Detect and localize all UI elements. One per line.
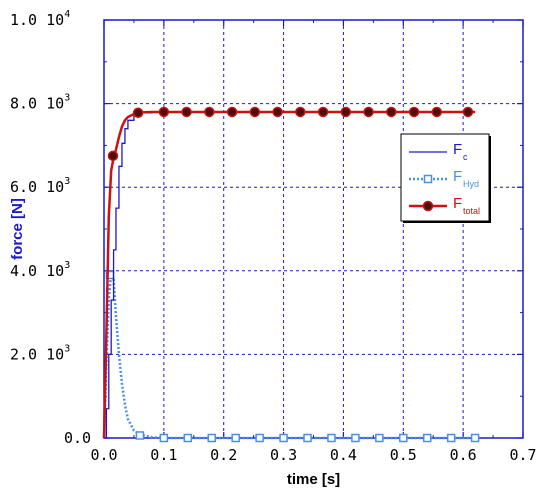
data-point-hyd bbox=[422, 433, 432, 443]
data-point-total bbox=[408, 106, 420, 118]
data-point-hyd bbox=[470, 433, 480, 443]
data-point-total bbox=[431, 106, 443, 118]
x-tick-label: 0.2 bbox=[210, 446, 237, 464]
data-point-total bbox=[272, 106, 283, 118]
data-point-hyd bbox=[231, 433, 240, 443]
x-tick-label: 0.6 bbox=[450, 446, 477, 464]
data-point-hyd bbox=[279, 433, 288, 443]
series-line-total bbox=[102, 110, 476, 439]
x-tick-label: 0.5 bbox=[390, 446, 417, 464]
legend-label-hyd: F bbox=[453, 168, 462, 185]
data-point-total bbox=[158, 106, 170, 118]
series-layer bbox=[102, 106, 480, 443]
data-point-hyd bbox=[135, 431, 145, 440]
data-point-hyd bbox=[351, 433, 360, 443]
y-tick-label: 1.0 104 bbox=[10, 9, 70, 29]
data-point-total bbox=[386, 106, 397, 118]
data-point-hyd bbox=[207, 433, 216, 443]
data-point-total bbox=[181, 106, 192, 118]
legend-sub-total: total bbox=[463, 206, 480, 216]
series-hyd bbox=[102, 270, 480, 443]
data-point-hyd bbox=[399, 433, 408, 443]
legend-marker-total bbox=[422, 200, 434, 212]
x-tick-label: 0.3 bbox=[270, 446, 297, 464]
grid bbox=[104, 20, 523, 438]
y-axis-title: force [N] bbox=[9, 198, 26, 260]
data-point-total bbox=[132, 107, 144, 119]
data-point-hyd bbox=[375, 433, 384, 443]
legend-label-total: F bbox=[453, 195, 462, 212]
x-tick-label: 0.0 bbox=[90, 446, 117, 464]
legend-sub-c: c bbox=[463, 152, 468, 162]
data-point-total bbox=[295, 106, 306, 118]
y-tick-label: 8.0 103 bbox=[10, 93, 70, 113]
y-tick-label: 6.0 103 bbox=[10, 176, 70, 196]
data-point-hyd bbox=[446, 433, 456, 443]
legend-sub-hyd: Hyd bbox=[463, 179, 479, 189]
data-point-total bbox=[462, 106, 474, 118]
data-point-total bbox=[107, 150, 119, 162]
data-point-total bbox=[226, 106, 238, 118]
y-tick-label: 4.0 103 bbox=[10, 260, 70, 280]
x-tick-label: 0.7 bbox=[509, 446, 536, 464]
plot-frame bbox=[103, 19, 524, 439]
data-point-hyd bbox=[183, 433, 193, 443]
data-point-total bbox=[363, 106, 374, 118]
data-point-total bbox=[340, 106, 352, 118]
y-tick-label: 2.0 103 bbox=[10, 343, 70, 363]
data-point-total bbox=[317, 106, 329, 118]
y-tick-label: 0.0 bbox=[64, 429, 91, 447]
data-point-hyd bbox=[303, 433, 312, 443]
legend-marker-hyd bbox=[423, 174, 433, 184]
series-total bbox=[102, 106, 476, 439]
data-point-total bbox=[249, 106, 261, 118]
data-point-hyd bbox=[327, 433, 336, 443]
data-point-hyd bbox=[255, 433, 264, 443]
data-point-hyd bbox=[159, 433, 169, 443]
x-axis-title: time [s] bbox=[287, 471, 340, 488]
data-point-total bbox=[204, 106, 215, 118]
ticks: 0.0 0.1 0.2 0.3 0.4 0.5 0.6 0.7 0.0 2.0 103 4.0 10… bbox=[10, 9, 537, 464]
x-tick-label: 0.4 bbox=[330, 446, 357, 464]
x-tick-label: 0.1 bbox=[150, 446, 177, 464]
legend-label-c: F bbox=[453, 141, 462, 158]
series-line-hyd bbox=[102, 272, 476, 440]
